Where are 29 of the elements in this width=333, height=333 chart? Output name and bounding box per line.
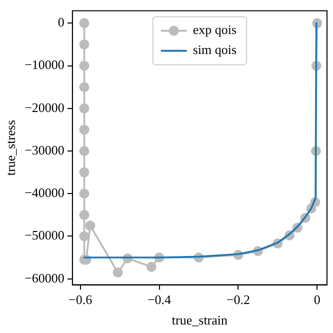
point — [112, 267, 123, 278]
x-tick-label: 0 — [314, 292, 320, 308]
y-axis-title: true_stress — [3, 120, 18, 176]
y-tick-label: −20000 — [24, 100, 64, 115]
y-tick-label: −50000 — [24, 228, 64, 243]
point — [79, 124, 90, 135]
point — [79, 39, 90, 50]
x-tick-label: −0.2 — [226, 292, 250, 308]
y-tick-label: −30000 — [24, 142, 64, 158]
point — [85, 220, 96, 231]
y-tick-label: 0 — [58, 14, 64, 30]
point — [146, 262, 156, 272]
point — [79, 167, 90, 178]
point — [79, 103, 90, 114]
point — [79, 146, 90, 156]
point — [79, 18, 90, 28]
point — [79, 188, 90, 199]
point — [79, 60, 90, 71]
point — [79, 210, 90, 220]
point — [79, 82, 90, 92]
x-axis-title: true_strain — [172, 312, 228, 328]
legend-label: exp qois — [192, 22, 237, 38]
y-tick-label: −60000 — [24, 270, 64, 286]
x-tick-label: −0.6 — [68, 292, 93, 308]
legend-label: sim qois — [192, 42, 237, 58]
point — [79, 231, 90, 242]
x-tick-label: −0.4 — [147, 292, 172, 308]
y-tick-label: −40000 — [24, 185, 64, 200]
y-tick-label: −10000 — [24, 57, 64, 72]
